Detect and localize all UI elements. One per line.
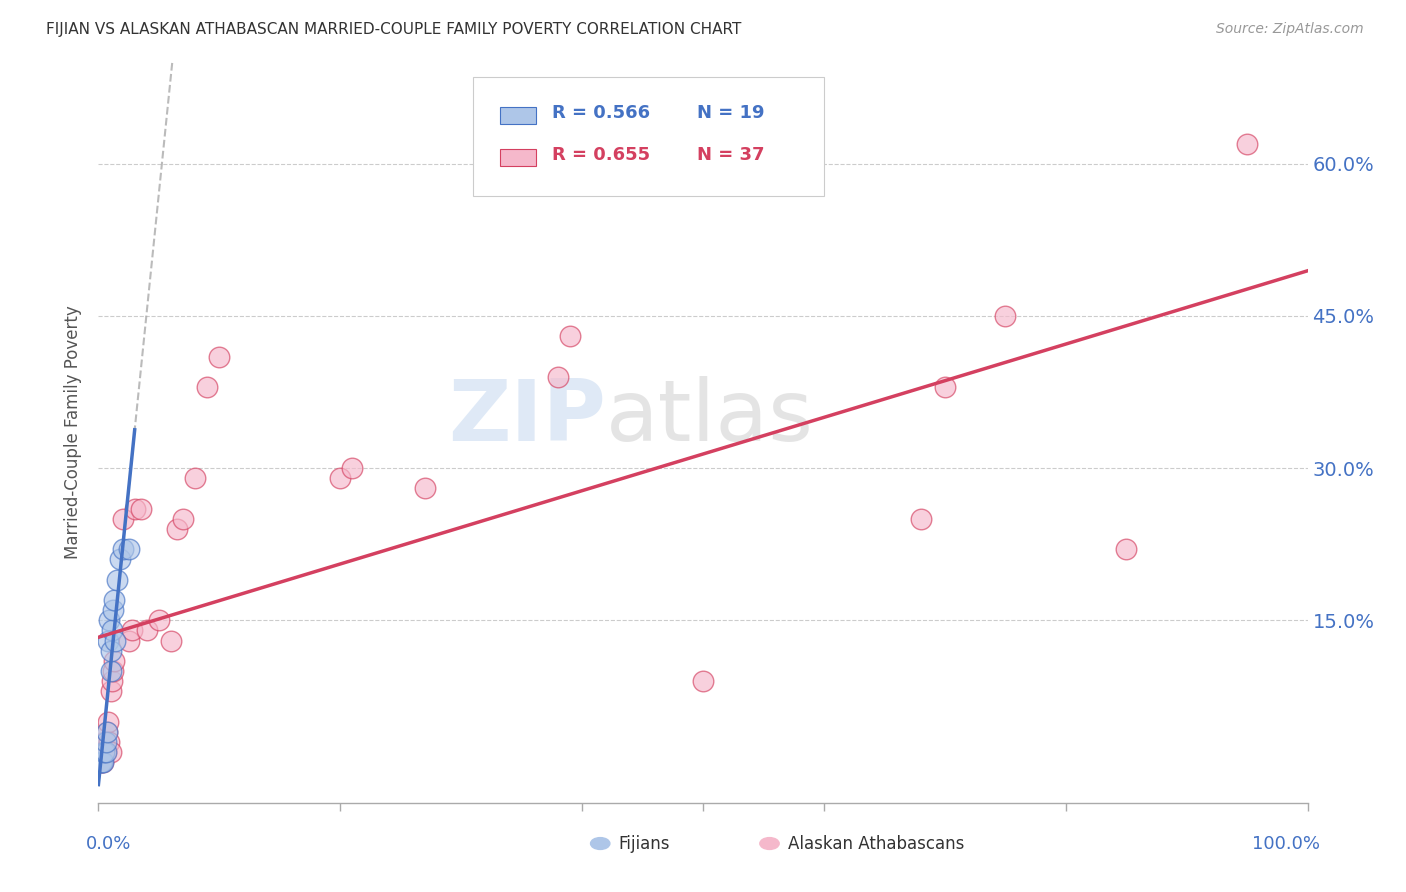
Point	[103, 654, 125, 668]
Point	[135, 624, 157, 638]
Point	[118, 633, 141, 648]
Point	[111, 542, 134, 557]
Point	[97, 633, 120, 648]
Point	[91, 756, 114, 770]
FancyBboxPatch shape	[501, 150, 536, 166]
Text: atlas: atlas	[606, 376, 814, 459]
Text: ZIP: ZIP	[449, 376, 606, 459]
Point	[121, 624, 143, 638]
Point	[1236, 136, 1258, 151]
Point	[93, 735, 115, 749]
Circle shape	[759, 838, 779, 849]
Point	[101, 603, 124, 617]
Point	[208, 350, 231, 364]
Point	[93, 745, 115, 759]
Point	[90, 756, 112, 770]
Point	[94, 745, 117, 759]
Point	[129, 501, 152, 516]
Text: Source: ZipAtlas.com: Source: ZipAtlas.com	[1216, 22, 1364, 37]
FancyBboxPatch shape	[501, 107, 536, 124]
Point	[98, 613, 121, 627]
Point	[118, 542, 141, 557]
Point	[1115, 542, 1137, 557]
Point	[148, 613, 170, 627]
Point	[934, 380, 956, 394]
Point	[94, 735, 117, 749]
Point	[94, 745, 117, 759]
Point	[910, 512, 932, 526]
Point	[692, 674, 714, 689]
Point	[124, 501, 146, 516]
FancyBboxPatch shape	[474, 78, 824, 195]
Point	[97, 714, 120, 729]
Point	[558, 329, 581, 343]
Point	[91, 745, 114, 759]
Circle shape	[591, 838, 610, 849]
Text: 100.0%: 100.0%	[1251, 835, 1320, 853]
Point	[91, 756, 114, 770]
Text: FIJIAN VS ALASKAN ATHABASCAN MARRIED-COUPLE FAMILY POVERTY CORRELATION CHART: FIJIAN VS ALASKAN ATHABASCAN MARRIED-COU…	[46, 22, 742, 37]
Text: R = 0.655: R = 0.655	[551, 146, 650, 164]
Point	[98, 735, 121, 749]
Text: Fijians: Fijians	[619, 835, 669, 853]
Text: N = 37: N = 37	[697, 146, 765, 164]
Point	[101, 664, 124, 678]
Point	[413, 482, 436, 496]
Point	[342, 461, 364, 475]
Point	[994, 309, 1017, 323]
Point	[105, 573, 128, 587]
Point	[184, 471, 207, 485]
Text: R = 0.566: R = 0.566	[551, 103, 650, 122]
Point	[195, 380, 218, 394]
Point	[108, 552, 131, 566]
Text: 0.0%: 0.0%	[86, 835, 132, 853]
Text: Alaskan Athabascans: Alaskan Athabascans	[787, 835, 965, 853]
Point	[100, 624, 122, 638]
Point	[96, 724, 118, 739]
Y-axis label: Married-Couple Family Poverty: Married-Couple Family Poverty	[65, 306, 83, 559]
Point	[100, 674, 122, 689]
Point	[100, 643, 122, 657]
Point	[103, 593, 125, 607]
Point	[329, 471, 352, 485]
Text: N = 19: N = 19	[697, 103, 765, 122]
Point	[104, 633, 127, 648]
Point	[100, 745, 122, 759]
Point	[100, 684, 122, 698]
Point	[90, 756, 112, 770]
Point	[160, 633, 183, 648]
Point	[166, 522, 188, 536]
Point	[96, 724, 118, 739]
Point	[547, 369, 569, 384]
Point	[111, 512, 134, 526]
Point	[100, 664, 122, 678]
Point	[172, 512, 194, 526]
Point	[91, 756, 114, 770]
